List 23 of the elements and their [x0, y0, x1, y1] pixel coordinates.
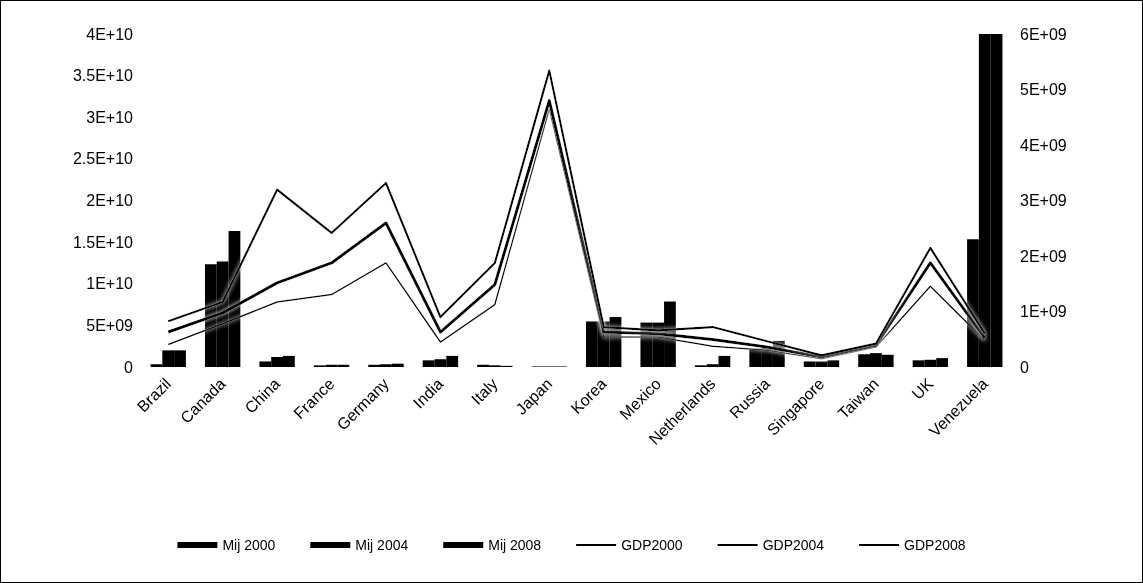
y-tick-label: 0	[124, 358, 134, 376]
y2-tick-label: 4E+09	[1020, 136, 1067, 154]
legend-label: GDP2008	[904, 537, 966, 553]
y2-tick-label: 0	[1020, 358, 1029, 376]
y-tick-label: 3.5E+10	[72, 67, 134, 85]
y-tick-label: 2.5E+10	[72, 150, 134, 168]
y-tick-label: 2E+10	[86, 192, 134, 209]
y2-tick-label: 3E+09	[1020, 192, 1067, 209]
y-tick-label: 5E+09	[86, 316, 134, 334]
legend-label: Mij 2008	[488, 537, 542, 553]
legend-label: Mij 2000	[222, 537, 276, 553]
y-tick-label: 1.5E+10	[72, 233, 134, 251]
legend-label: GDP2004	[762, 537, 825, 553]
x-tick-label: Italy	[468, 374, 501, 408]
legend-label: GDP2000	[621, 537, 683, 553]
y-tick-label: 3E+10	[86, 108, 134, 126]
y-tick-label: 1E+10	[86, 275, 134, 293]
y2-tick-label: 6E+09	[1020, 25, 1067, 43]
y2-tick-label: 1E+09	[1020, 303, 1067, 320]
y2-tick-label: 2E+09	[1020, 247, 1067, 265]
y2-tick-label: 5E+09	[1020, 81, 1067, 98]
legend-label: Mij 2004	[355, 537, 409, 553]
y-tick-label: 4E+10	[86, 25, 134, 43]
